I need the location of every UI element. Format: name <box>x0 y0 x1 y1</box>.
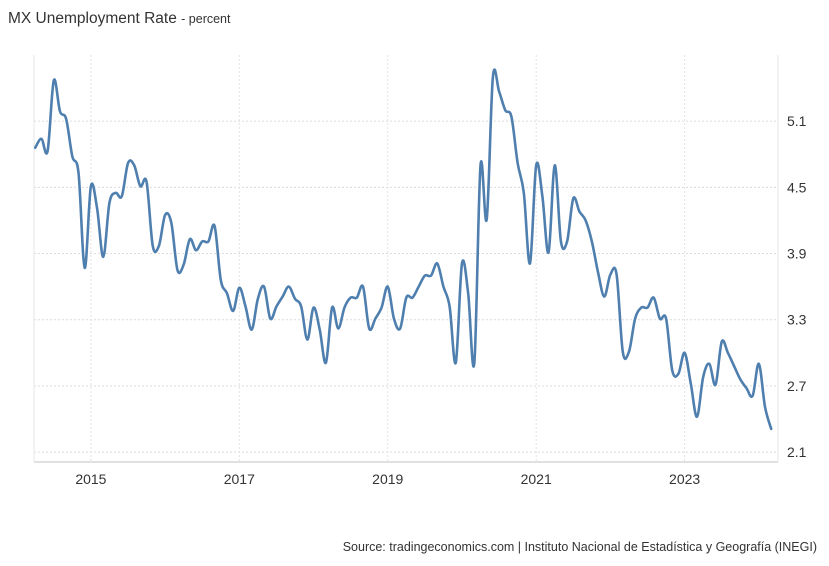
unemployment-rate-line <box>33 68 773 431</box>
axes <box>33 55 779 463</box>
x-tick-label: 2015 <box>75 471 106 487</box>
y-tick-label: 4.5 <box>787 179 807 195</box>
y-tick-label: 3.3 <box>787 312 807 328</box>
source-note: Source: tradingeconomics.com | Instituto… <box>342 540 817 554</box>
x-tick-label: 2019 <box>372 471 403 487</box>
x-tick-label: 2021 <box>521 471 552 487</box>
x-tick-label: 2017 <box>224 471 255 487</box>
grid <box>34 55 778 462</box>
x-tick-label: 2023 <box>669 471 700 487</box>
y-tick-label: 2.1 <box>787 444 807 460</box>
tick-labels: 2.1 2.7 3.3 3.9 4.5 5.1 2015 2017 2019 2021 2023 <box>75 113 806 487</box>
chart-subtitle: - percent <box>181 12 231 26</box>
chart-title: MX Unemployment Rate - percent <box>8 10 231 28</box>
y-tick-label: 3.9 <box>787 246 807 262</box>
y-tick-label: 2.7 <box>787 378 807 394</box>
chart-title-text: MX Unemployment Rate <box>8 10 177 27</box>
series <box>33 68 773 431</box>
y-tick-label: 5.1 <box>787 113 807 129</box>
